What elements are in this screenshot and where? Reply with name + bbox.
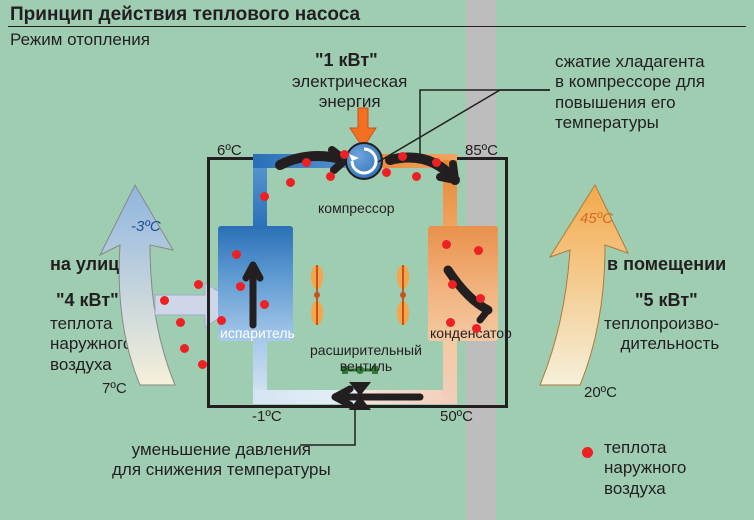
heat-dot-icon — [198, 360, 207, 369]
heat-dot-icon — [180, 344, 189, 353]
heat-dot-icon — [260, 192, 269, 201]
heat-dot-icon — [474, 246, 483, 255]
heat-dot-icon — [340, 150, 349, 159]
heat-dot-icon — [176, 318, 185, 327]
heat-dot-icon — [472, 324, 481, 333]
heat-dot-icon — [236, 282, 245, 291]
heat-dot-icon — [217, 316, 226, 325]
heat-dot-icon — [446, 318, 455, 327]
heat-dot-icon — [398, 152, 407, 161]
heat-dot-icon — [302, 158, 311, 167]
heat-dot-icon — [476, 294, 485, 303]
heat-dot-icon — [232, 250, 241, 259]
heat-dot-icon — [448, 280, 457, 289]
heat-dot-icon — [382, 168, 391, 177]
heat-dot-icon — [412, 172, 421, 181]
heat-dot-icon — [432, 158, 441, 167]
heat-dot-icon — [286, 178, 295, 187]
heat-dot-icon — [260, 300, 269, 309]
heat-dot-icon — [160, 296, 169, 305]
heat-dot-icon — [326, 172, 335, 181]
heat-dot-icon — [442, 240, 451, 249]
heat-dot-icon — [194, 280, 203, 289]
callout-lines-icon — [0, 0, 754, 520]
